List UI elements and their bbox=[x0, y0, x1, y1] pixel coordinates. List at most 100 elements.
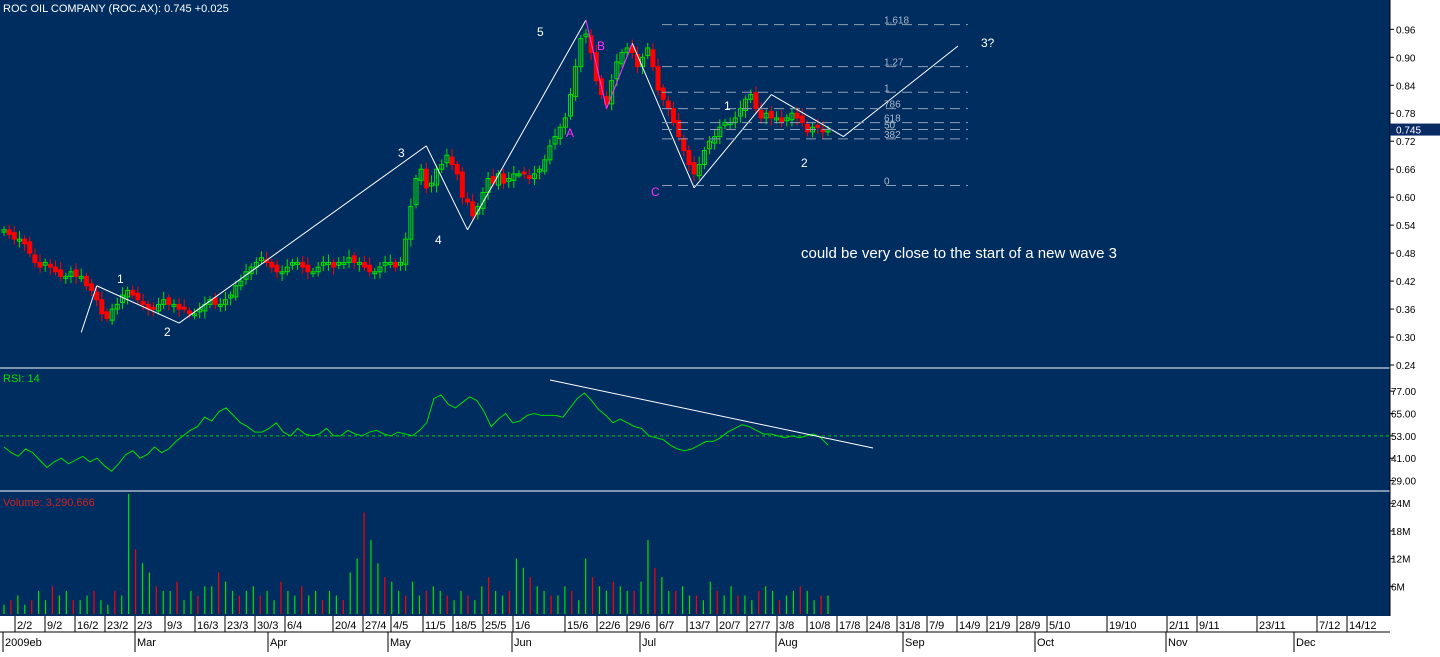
wave3-projection-line bbox=[843, 45, 959, 137]
fib-level-label: 786 bbox=[884, 100, 901, 111]
candle-body bbox=[650, 49, 656, 68]
wave-label: 2 bbox=[801, 156, 808, 170]
fib-level-label: 0 bbox=[884, 177, 890, 188]
price-tick-label: 0.30 bbox=[1396, 333, 1416, 344]
candle-body bbox=[382, 261, 388, 266]
candle-body bbox=[217, 303, 223, 307]
candle-body bbox=[815, 124, 821, 128]
candle-body bbox=[665, 100, 671, 110]
date-tick-label: 21/9 bbox=[989, 620, 1010, 632]
price-tick-label: 0.90 bbox=[1396, 53, 1416, 64]
candle-body bbox=[305, 264, 311, 273]
wave-label: B bbox=[597, 39, 605, 53]
date-tick-label: 27/7 bbox=[749, 620, 770, 632]
date-tick-label: 23/11 bbox=[1259, 620, 1286, 632]
date-tick-label: 28/9 bbox=[1019, 620, 1040, 632]
candle-body bbox=[428, 182, 434, 187]
candle-body bbox=[784, 117, 790, 122]
price-axis-panel: 0.96 0.90 0.84 0.78 0.72 0.66 0.60 0.54 0.48 0.42… bbox=[1389, 0, 1440, 657]
candle-body bbox=[526, 175, 532, 180]
candle-body bbox=[691, 162, 697, 175]
candle-body bbox=[454, 164, 460, 175]
candle-body bbox=[418, 168, 424, 181]
candle-body bbox=[645, 47, 651, 56]
candle-body bbox=[83, 275, 89, 287]
date-tick-label: 6/4 bbox=[287, 620, 302, 632]
candle-body bbox=[186, 310, 192, 315]
candle-body bbox=[470, 201, 476, 217]
candle-body bbox=[300, 261, 306, 268]
month-label: 2009eb bbox=[5, 637, 42, 649]
date-tick-label: 27/4 bbox=[365, 620, 386, 632]
candle-body bbox=[243, 271, 249, 280]
candle-body bbox=[593, 52, 599, 82]
candle-body bbox=[748, 94, 754, 100]
date-tick-label: 16/2 bbox=[77, 620, 98, 632]
candle-body bbox=[562, 117, 568, 128]
candle-body bbox=[516, 173, 522, 177]
volume-tick-label: 12M bbox=[1391, 555, 1410, 566]
impulse-wave-line bbox=[80, 285, 98, 333]
fib-level-label: 382 bbox=[884, 130, 901, 141]
candle-body bbox=[284, 266, 290, 273]
date-tick-label: 18/5 bbox=[455, 620, 476, 632]
month-label: Mar bbox=[137, 637, 156, 649]
candle-body bbox=[768, 110, 774, 119]
candle-body bbox=[37, 261, 43, 268]
candle-body bbox=[192, 313, 198, 317]
date-tick-label: 7/12 bbox=[1319, 620, 1340, 632]
date-tick-label: 22/6 bbox=[599, 620, 620, 632]
candle-body bbox=[16, 238, 22, 242]
candle-body bbox=[176, 303, 182, 310]
wave-label: A bbox=[566, 126, 574, 140]
volume-tick-label: 24M bbox=[1391, 499, 1410, 510]
date-tick-label: 15/6 bbox=[567, 620, 588, 632]
axis-panel-background bbox=[1390, 0, 1440, 657]
date-tick-label: 1/6 bbox=[515, 620, 530, 632]
price-tick-label: 0.24 bbox=[1396, 361, 1416, 372]
candle-body bbox=[387, 261, 393, 265]
last-price-badge bbox=[1390, 123, 1440, 136]
candle-body bbox=[104, 311, 110, 319]
date-tick-label: 20/4 bbox=[335, 620, 356, 632]
candle-body bbox=[289, 261, 295, 266]
wave-label: C bbox=[651, 185, 660, 199]
candle-body bbox=[717, 126, 723, 138]
rsi-tick-label: 77.00 bbox=[1391, 387, 1416, 398]
rsi-label: RSI: 14 bbox=[3, 373, 40, 385]
month-label: Sep bbox=[905, 637, 925, 649]
candle-body bbox=[42, 261, 48, 266]
axis-corner bbox=[1390, 616, 1440, 657]
wave-label: 3 bbox=[398, 146, 405, 160]
candle-body bbox=[696, 164, 702, 177]
candle-body bbox=[228, 294, 234, 299]
candle-body bbox=[362, 261, 367, 268]
candle-body bbox=[295, 261, 301, 265]
candle-body bbox=[794, 112, 800, 119]
candle-body bbox=[789, 112, 795, 121]
wave-label: 1 bbox=[724, 99, 731, 113]
candle-body bbox=[681, 137, 687, 152]
candle-body bbox=[583, 33, 589, 38]
date-tick-label: 23/2 bbox=[107, 620, 128, 632]
candle-body bbox=[140, 301, 146, 305]
date-tick-label: 13/7 bbox=[689, 620, 710, 632]
candle-body bbox=[68, 271, 74, 277]
candle-body bbox=[423, 168, 429, 189]
date-axis: 2/2 9/2 16/2 23/2 2/3 9/3 16/3 23/3 30/3 6/4 20/4 2… bbox=[0, 616, 1440, 657]
candle-body bbox=[73, 269, 79, 277]
candle-body bbox=[109, 308, 115, 321]
candle-body bbox=[356, 261, 362, 265]
candle-body bbox=[763, 112, 769, 119]
candle-body bbox=[511, 173, 517, 181]
rsi-panel bbox=[0, 379, 1390, 472]
candle-body bbox=[310, 271, 316, 275]
candle-body bbox=[439, 164, 445, 170]
date-tick-label: 31/8 bbox=[899, 620, 920, 632]
date-tick-label: 29/6 bbox=[629, 620, 650, 632]
abc-wave-line bbox=[606, 43, 633, 109]
candle-body bbox=[722, 122, 728, 126]
